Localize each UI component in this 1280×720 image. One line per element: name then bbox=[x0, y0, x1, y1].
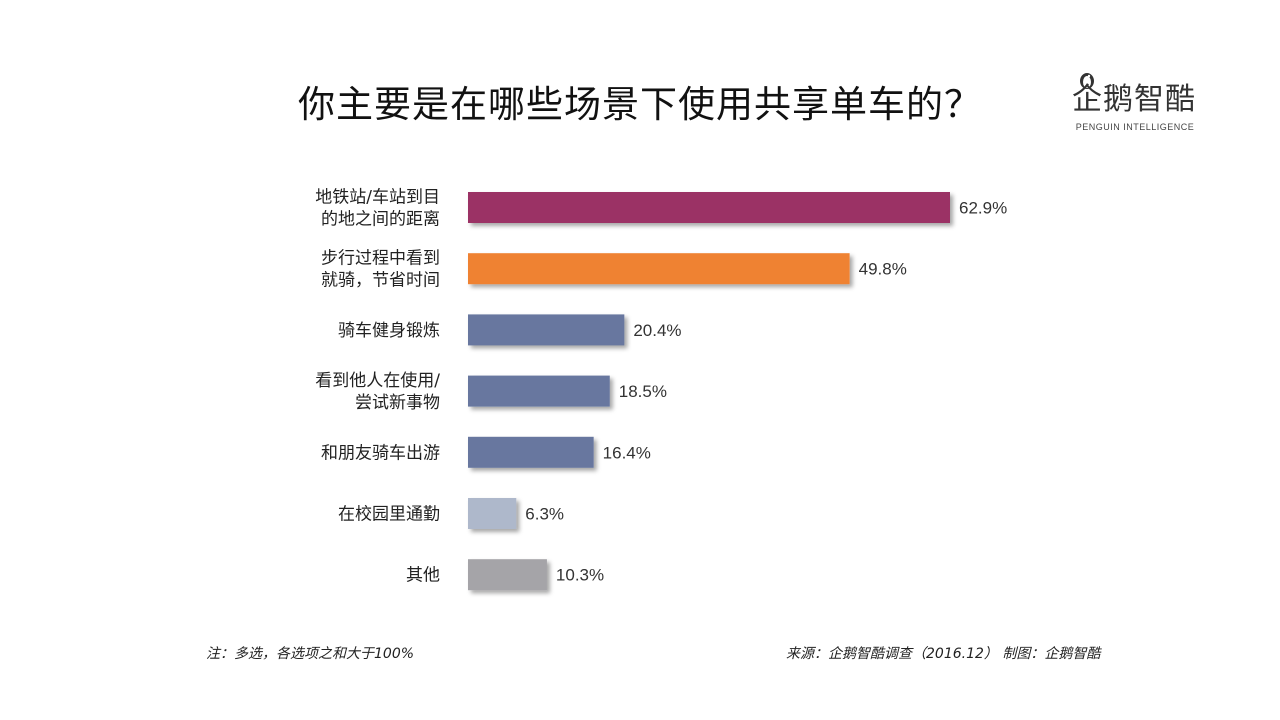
penguin-icon bbox=[1080, 73, 1094, 89]
value-label: 10.3% bbox=[556, 566, 604, 585]
bar bbox=[468, 375, 610, 407]
bar-chart: 地铁站/车站到目的地之间的距离步行过程中看到就骑，节省时间骑车健身锻炼看到他人在… bbox=[315, 188, 1007, 591]
category-label: 骑车健身锻炼 bbox=[338, 321, 440, 341]
value-labels-layer: 62.9% 49.8% 20.4% 18.5% 16.4% 6.3% 10.3% bbox=[525, 199, 1007, 585]
category-label: 步行过程中看到就骑，节省时间 bbox=[321, 249, 440, 291]
category-label-line: 骑车健身锻炼 bbox=[338, 321, 440, 341]
category-label-line: 的地之间的距离 bbox=[321, 210, 440, 230]
category-label-line: 就骑，节省时间 bbox=[321, 271, 440, 291]
logo-subtext: PENGUIN INTELLIGENCE bbox=[1075, 122, 1195, 132]
value-label: 16.4% bbox=[603, 443, 651, 462]
category-label: 看到他人在使用/尝试新事物 bbox=[315, 370, 440, 413]
value-label: 20.4% bbox=[633, 321, 681, 340]
category-label-line: 其他 bbox=[406, 566, 440, 586]
category-label-line: 和朋友骑车出游 bbox=[321, 443, 440, 463]
category-label-line: 步行过程中看到 bbox=[321, 249, 440, 269]
logo-text: 企鹅智酷 bbox=[1072, 82, 1196, 117]
value-label: 49.8% bbox=[859, 260, 907, 279]
bar bbox=[468, 314, 625, 346]
category-label-line: 尝试新事物 bbox=[355, 393, 440, 413]
category-label-line: 在校园里通勤 bbox=[338, 505, 440, 525]
value-label: 6.3% bbox=[525, 505, 564, 524]
footnote: 注：多选，各选项之和大于100% bbox=[206, 646, 415, 662]
value-label: 18.5% bbox=[619, 382, 667, 401]
bar bbox=[468, 436, 594, 468]
category-label: 在校园里通勤 bbox=[338, 505, 440, 525]
bar bbox=[468, 498, 517, 529]
brand-logo: 企鹅智酷 PENGUIN INTELLIGENCE bbox=[1062, 73, 1208, 140]
category-label-line: 地铁站/车站到目 bbox=[315, 188, 440, 208]
value-label: 62.9% bbox=[959, 199, 1007, 218]
category-labels-layer: 地铁站/车站到目的地之间的距离步行过程中看到就骑，节省时间骑车健身锻炼看到他人在… bbox=[315, 188, 440, 586]
category-label-line: 看到他人在使用/ bbox=[315, 370, 440, 391]
category-label: 和朋友骑车出游 bbox=[321, 443, 440, 463]
category-label: 地铁站/车站到目的地之间的距离 bbox=[315, 188, 440, 230]
category-label: 其他 bbox=[406, 566, 440, 586]
chart-title: 你主要是在哪些场景下使用共享单车的？ bbox=[298, 83, 982, 126]
bar bbox=[468, 253, 850, 285]
bar bbox=[468, 192, 950, 223]
source-credit: 来源：企鹅智酷调查（2016.12） 制图：企鹅智酷 bbox=[786, 646, 1101, 662]
bar bbox=[468, 559, 547, 591]
bars-layer bbox=[468, 192, 950, 591]
